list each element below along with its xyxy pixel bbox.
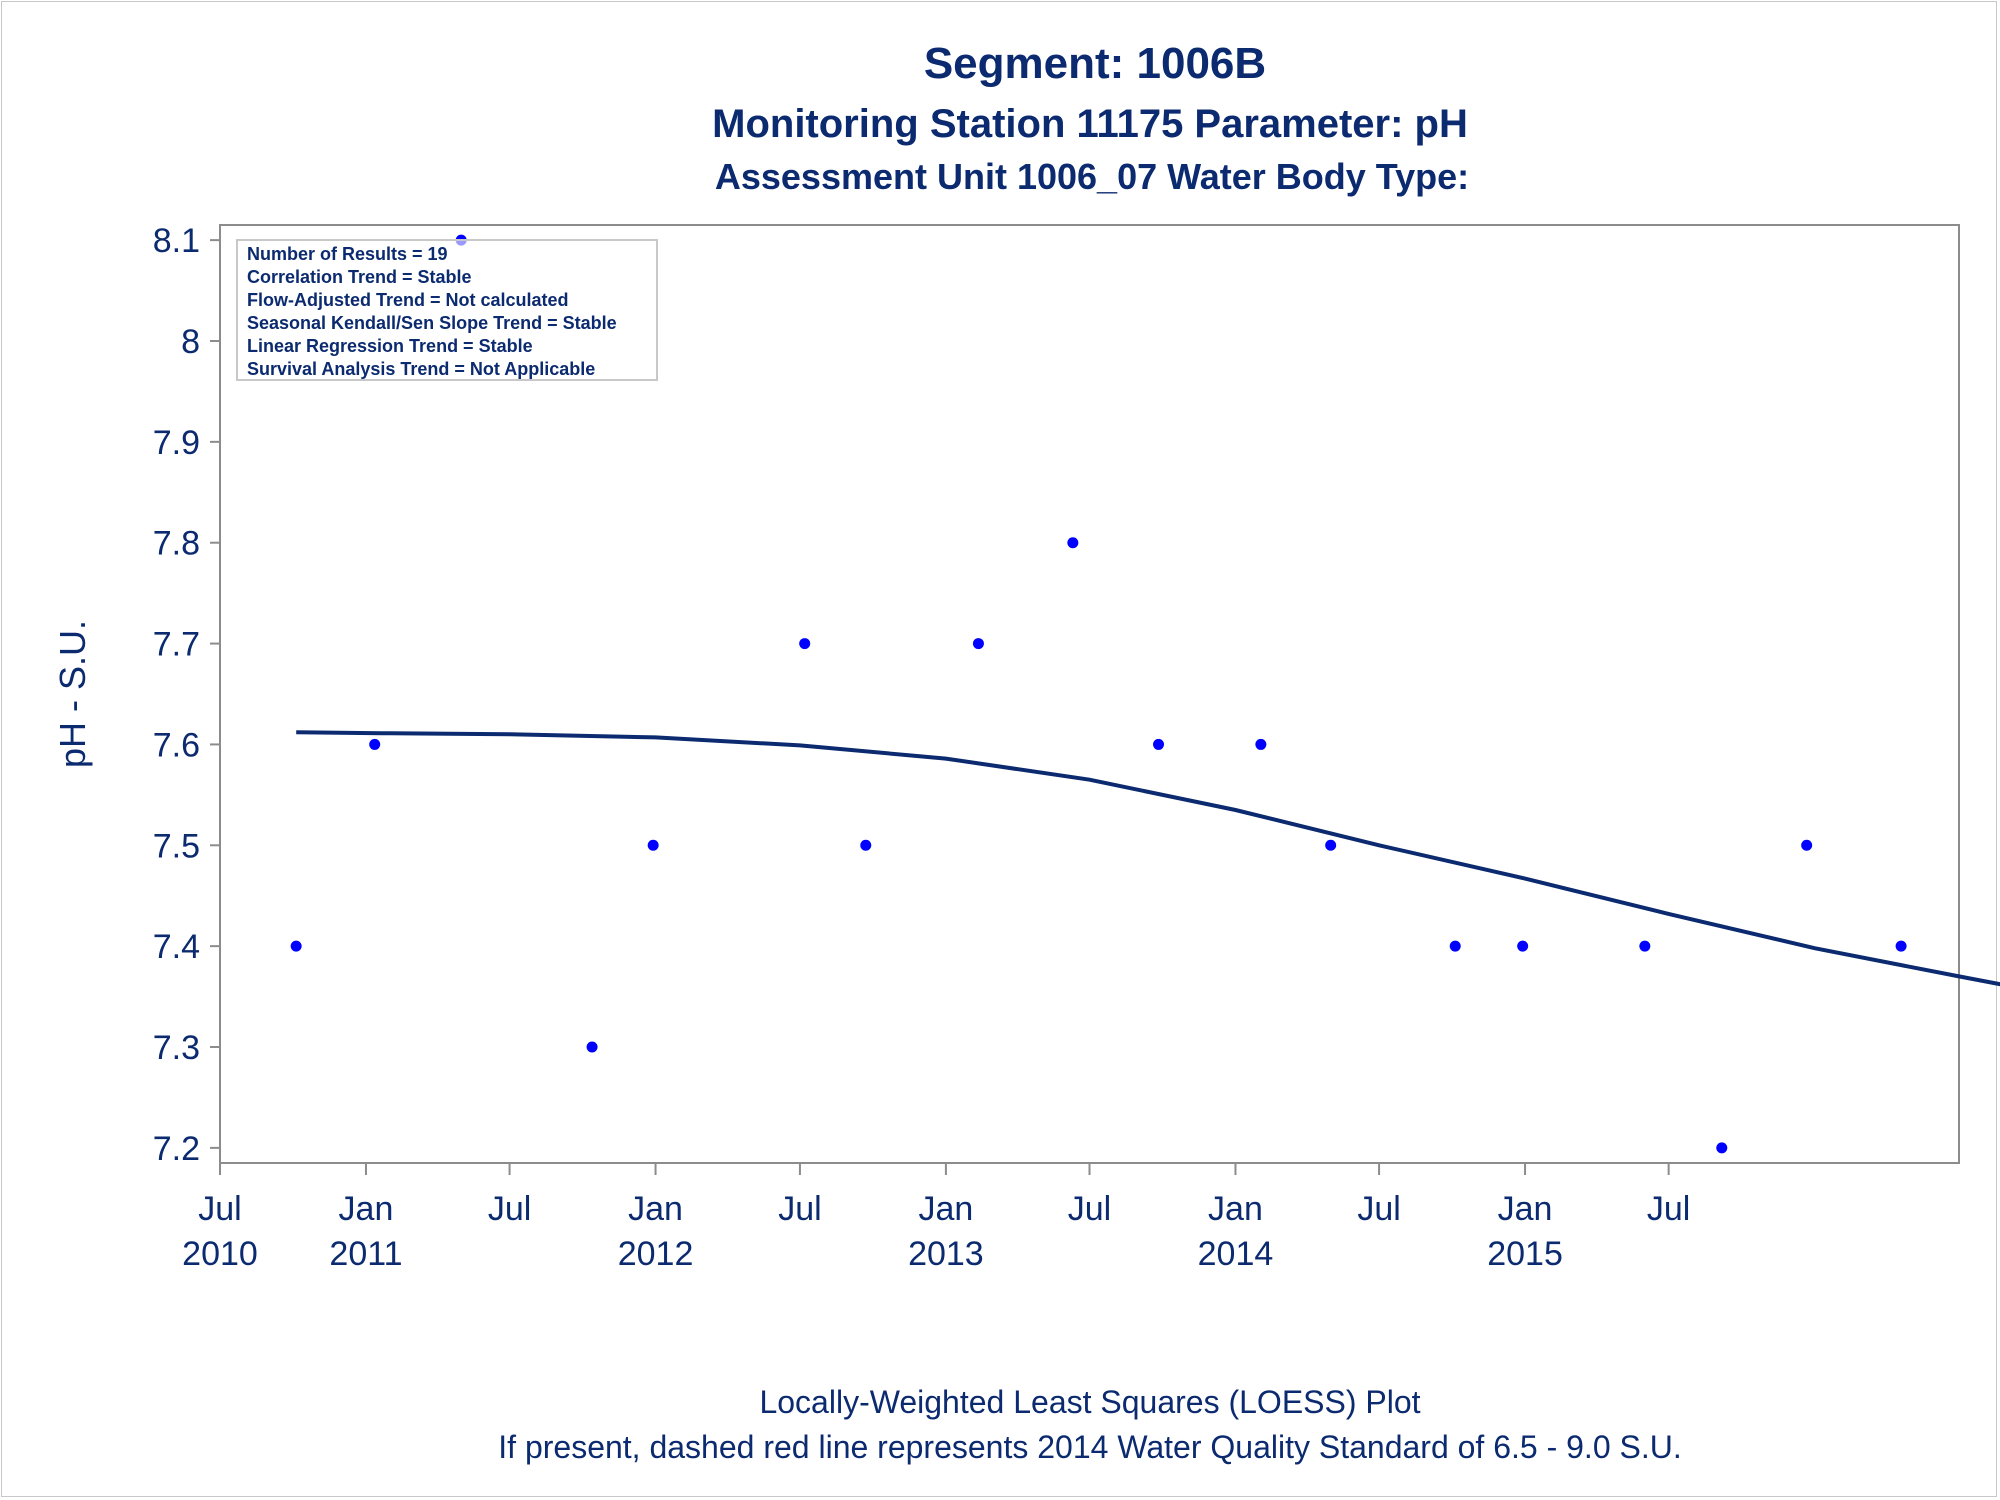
- y-tick-label: 7.5: [153, 827, 200, 865]
- stats-box-correlation-trend: Correlation Trend = Stable: [247, 267, 472, 287]
- x-axis: Jul 2010 Jan 2011 Jul Jan 2012 Jul Jan 2013 Jul Jan…: [182, 1163, 1690, 1273]
- x-tick-label-period: Jul: [778, 1190, 821, 1228]
- chart-subtitle-assessment-unit: Assessment Unit 1006_07 Water Body Type:: [715, 156, 1469, 197]
- data-point: [799, 638, 811, 650]
- y-tick-label: 7.8: [153, 525, 200, 563]
- x-tick-label-period: Jul: [488, 1190, 531, 1228]
- data-point: [647, 839, 659, 851]
- chart-subtitle-station: Monitoring Station 11175 Parameter: pH: [712, 102, 1468, 146]
- data-point: [1716, 1142, 1728, 1154]
- data-point: [972, 638, 984, 650]
- data-point: [369, 738, 381, 750]
- y-tick-label: 8.1: [153, 222, 200, 260]
- x-tick-label-year: 2015: [1487, 1235, 1563, 1273]
- x-tick-label-period: Jan: [1208, 1190, 1263, 1228]
- y-tick-label: 7.4: [153, 928, 200, 966]
- x-tick-label-period: Jul: [1068, 1190, 1111, 1228]
- footnote-water-quality-standard: If present, dashed red line represents 2…: [498, 1429, 1681, 1465]
- y-tick-label: 7.2: [153, 1130, 200, 1168]
- chart-title: Segment: 1006B: [924, 39, 1266, 88]
- data-point: [1449, 940, 1461, 952]
- data-point: [290, 940, 302, 952]
- x-tick-label-period: Jul: [1647, 1190, 1690, 1228]
- stats-box-results-count: Number of Results = 19: [247, 244, 448, 264]
- x-tick-label-year: 2013: [908, 1235, 984, 1273]
- x-tick-label-year: 2011: [329, 1235, 402, 1273]
- stats-box-frame: [236, 239, 658, 381]
- y-axis-title: pH - S.U.: [52, 620, 93, 768]
- x-tick-label-period: Jan: [1498, 1190, 1553, 1228]
- stats-box: Number of Results = 19 Correlation Trend…: [236, 239, 658, 381]
- data-point: [586, 1041, 598, 1053]
- data-point: [1255, 738, 1267, 750]
- x-tick-label-period: Jan: [339, 1190, 394, 1228]
- x-tick-label-period: Jul: [1357, 1190, 1400, 1228]
- x-tick-label-year: 2012: [618, 1235, 694, 1273]
- y-tick-label: 8: [181, 323, 200, 361]
- data-point: [860, 839, 872, 851]
- y-tick-label: 7.3: [153, 1029, 200, 1067]
- y-tick-label: 7.7: [153, 626, 200, 664]
- data-point: [1639, 940, 1651, 952]
- data-point: [1801, 839, 1813, 851]
- x-tick-label-period: Jan: [918, 1190, 973, 1228]
- y-tick-label: 7.9: [153, 424, 200, 462]
- loess-trend-line: [296, 730, 2000, 987]
- x-tick-label-year: 2014: [1198, 1235, 1274, 1273]
- stats-box-survival-analysis-trend: Survival Analysis Trend = Not Applicable: [247, 359, 595, 379]
- data-point: [1153, 738, 1165, 750]
- x-tick-label-year: 2010: [182, 1235, 258, 1273]
- x-tick-label-period: Jan: [628, 1190, 683, 1228]
- x-tick-label-period: Jul: [198, 1190, 241, 1228]
- stats-box-linear-regression-trend: Linear Regression Trend = Stable: [247, 336, 533, 356]
- data-point: [1517, 940, 1529, 952]
- y-tick-label: 7.6: [153, 726, 200, 764]
- stats-box-seasonal-kendall-trend: Seasonal Kendall/Sen Slope Trend = Stabl…: [247, 313, 617, 333]
- data-point: [1895, 940, 1907, 952]
- stats-box-flow-adjusted-trend: Flow-Adjusted Trend = Not calculated: [247, 290, 569, 310]
- data-point: [1067, 537, 1079, 549]
- data-points: [290, 234, 1907, 1154]
- footnote-loess: Locally-Weighted Least Squares (LOESS) P…: [759, 1384, 1420, 1420]
- y-axis: 7.2 7.3 7.4 7.5 7.6 7.7 7.8 7.9 8 8.1: [153, 222, 220, 1168]
- data-point: [1325, 839, 1337, 851]
